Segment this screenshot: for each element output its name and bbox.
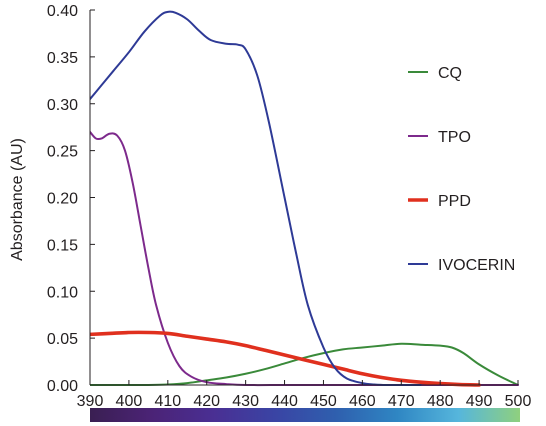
x-tick-label: 430 [232,393,259,410]
legend-label-ivocerin: IVOCERIN [438,257,515,274]
x-tick-label: 390 [77,393,104,410]
axes-layer: 0.00 0.05 0.10 0.15 0.20 0.25 0.30 0.35 0.40 390 4… [47,3,532,410]
y-tick-label: 0.10 [47,284,78,301]
x-tick-label: 400 [116,393,143,410]
y-axis-title: Absorbance (AU) [9,138,26,261]
series-line-ppd [90,330,481,387]
x-tick-label: 410 [154,393,181,410]
x-tick-label: 450 [310,393,337,410]
x-tick-label: 460 [349,393,376,410]
legend-label-cq: CQ [438,65,462,82]
y-tick-label: 0.20 [47,191,78,208]
x-tick-label: 440 [271,393,298,410]
x-tick-label: 490 [466,393,493,410]
y-tick-label: 0.35 [47,50,78,67]
x-tick-label: 420 [193,393,220,410]
legend-label-tpo: TPO [438,129,471,146]
y-tick-label: 0.40 [47,3,78,20]
y-tick-label: 0.15 [47,237,78,254]
series-line-cq [90,342,519,387]
series-line-ivocerin [90,10,422,387]
x-tick-label: 470 [388,393,415,410]
x-tick-label: 480 [427,393,454,410]
y-tick-label: 0.00 [47,378,78,395]
y-tick-label: 0.30 [47,97,78,114]
legend-label-ppd: PPD [438,193,471,210]
legend: CQ TPO PPD IVOCERIN [408,65,515,274]
spectrum-colorbar [90,408,520,422]
y-tick-label: 0.25 [47,144,78,161]
y-tick-label: 0.05 [47,331,78,348]
x-tick-label: 500 [505,393,532,410]
